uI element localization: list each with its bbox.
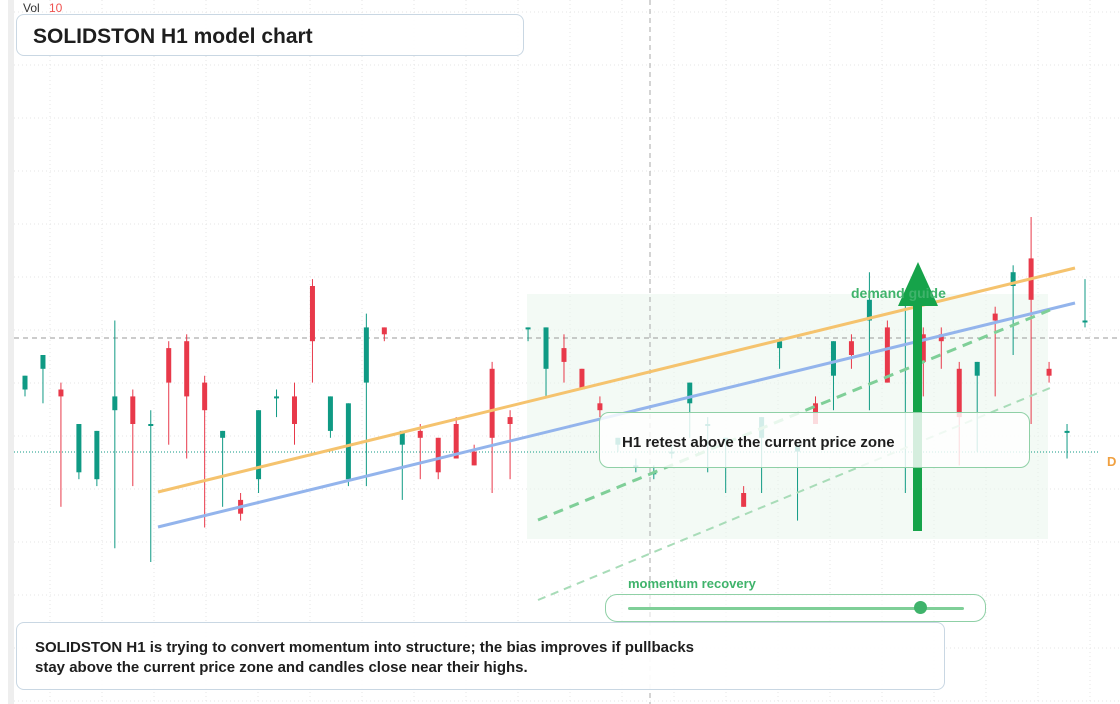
candle-up xyxy=(327,396,333,431)
candle-down xyxy=(130,396,136,424)
demand-guide-label: demand guide xyxy=(851,285,946,301)
candle-down xyxy=(992,313,998,321)
title-box: SOLIDSTON H1 model chart xyxy=(16,14,524,56)
candle-down xyxy=(291,396,297,424)
momentum-label: momentum recovery xyxy=(628,576,756,591)
candle-down xyxy=(938,334,944,342)
momentum-slider[interactable] xyxy=(605,594,986,622)
chart-title: SOLIDSTON H1 model chart xyxy=(33,25,313,48)
candle-down xyxy=(597,403,603,411)
candle-up xyxy=(777,341,783,349)
candle-down xyxy=(579,368,585,390)
candle-up xyxy=(687,382,693,404)
candle-up xyxy=(256,410,262,480)
candle-down xyxy=(507,417,513,424)
chart-grid xyxy=(14,0,1120,704)
candle-down xyxy=(417,430,423,438)
candle-up xyxy=(112,396,118,411)
volume-value: 10 xyxy=(49,1,63,15)
candle-up xyxy=(399,430,405,445)
candle-down xyxy=(202,382,208,411)
candle-down xyxy=(309,286,315,342)
candle-down xyxy=(1046,368,1052,376)
candle-down xyxy=(166,348,172,383)
candle-down xyxy=(184,341,190,397)
candle-down xyxy=(561,348,567,362)
momentum-track xyxy=(628,607,964,610)
left-edge-strip xyxy=(8,0,14,704)
momentum-knob[interactable] xyxy=(914,601,928,614)
candle-up xyxy=(22,375,28,390)
candle-down xyxy=(453,424,459,459)
candle-up xyxy=(830,341,836,376)
note-line-1: SOLIDSTON H1 is trying to convert moment… xyxy=(35,639,695,656)
candle-down xyxy=(956,368,962,418)
candle-up xyxy=(866,299,872,321)
retest-callout-text: H1 retest above the current price zone xyxy=(622,434,895,451)
retest-callout: H1 retest above the current price zone xyxy=(599,412,1030,468)
note-line-2: stay above the current price zone and ca… xyxy=(35,659,528,676)
candle-up xyxy=(345,403,351,480)
candle-down xyxy=(58,389,64,397)
candle-down xyxy=(741,493,747,507)
candle-up xyxy=(274,396,280,399)
candle-down xyxy=(489,368,495,438)
candle-down xyxy=(884,327,890,383)
candle-up xyxy=(94,430,100,480)
candle-down xyxy=(471,451,477,466)
candle-up xyxy=(525,327,531,330)
analysis-note: SOLIDSTON H1 is trying to convert moment… xyxy=(16,622,945,690)
candle-up xyxy=(1010,272,1016,286)
candle-up xyxy=(220,430,226,438)
volume-label: Vol xyxy=(23,1,40,15)
candle-up xyxy=(148,424,154,426)
demand-arrow-head xyxy=(898,262,938,306)
candle-up xyxy=(76,424,82,473)
candle-down xyxy=(435,437,441,473)
candle-down xyxy=(920,334,926,362)
candle-up xyxy=(1082,320,1088,323)
candle-up xyxy=(40,355,46,369)
candle-up xyxy=(543,327,549,369)
price-axis-tag: D xyxy=(1107,454,1117,469)
candle-down xyxy=(848,341,854,355)
candle-up xyxy=(974,361,980,376)
candle-down xyxy=(381,327,387,335)
candle-up xyxy=(1064,430,1070,433)
candle-up xyxy=(363,327,369,383)
